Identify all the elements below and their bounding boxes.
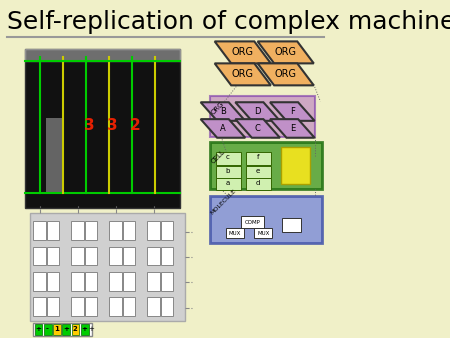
Text: COMP: COMP — [245, 220, 261, 224]
Bar — [33, 221, 45, 240]
Bar — [71, 221, 84, 240]
Bar — [25, 49, 180, 208]
Bar — [216, 166, 241, 178]
Text: a: a — [226, 179, 230, 186]
Text: +: + — [88, 326, 94, 332]
Text: Self-replication of complex machines: Self-replication of complex machines — [7, 10, 450, 34]
Text: ORG: ORG — [274, 69, 297, 79]
Bar — [63, 324, 70, 335]
Polygon shape — [215, 42, 271, 64]
Bar — [71, 297, 84, 316]
Bar — [30, 213, 185, 321]
Polygon shape — [201, 119, 245, 138]
Bar — [147, 272, 159, 291]
Text: d: d — [256, 179, 260, 186]
Text: 2: 2 — [73, 326, 78, 332]
Text: b: b — [226, 168, 230, 174]
Bar — [147, 297, 159, 316]
Text: 3: 3 — [107, 118, 117, 132]
Bar — [216, 178, 241, 190]
Text: c: c — [226, 154, 230, 160]
Bar — [283, 218, 301, 232]
Polygon shape — [257, 42, 314, 64]
Text: 3: 3 — [84, 118, 94, 132]
Polygon shape — [235, 102, 280, 121]
Text: A: A — [220, 124, 226, 133]
Text: MUX: MUX — [229, 231, 241, 236]
Bar — [71, 272, 84, 291]
Text: ORG: ORG — [211, 101, 225, 116]
Polygon shape — [215, 64, 271, 85]
Bar — [33, 297, 45, 316]
Bar — [161, 297, 173, 316]
Text: D: D — [254, 107, 261, 116]
Bar — [241, 216, 264, 228]
Polygon shape — [201, 102, 245, 121]
Bar — [46, 118, 63, 193]
Text: MOLECULE: MOLECULE — [210, 188, 237, 216]
Text: f: f — [256, 154, 259, 160]
Bar — [109, 221, 122, 240]
Bar — [210, 96, 315, 137]
Bar — [44, 324, 51, 335]
Text: CELL: CELL — [210, 149, 226, 165]
Bar — [33, 247, 45, 265]
Bar — [210, 196, 322, 243]
Bar — [85, 272, 98, 291]
Bar — [210, 142, 322, 189]
Bar — [109, 272, 122, 291]
Bar — [123, 272, 135, 291]
Text: ORG: ORG — [232, 47, 254, 57]
Bar — [147, 221, 159, 240]
Polygon shape — [270, 119, 315, 138]
Bar — [81, 324, 89, 335]
Text: ORG: ORG — [232, 69, 254, 79]
Bar — [53, 324, 61, 335]
Text: F: F — [290, 107, 295, 116]
Text: 1: 1 — [54, 326, 59, 332]
Polygon shape — [270, 102, 315, 121]
Bar — [161, 247, 173, 265]
Text: 2: 2 — [130, 118, 141, 132]
Text: +: + — [36, 326, 41, 332]
Text: -: - — [46, 326, 49, 332]
Bar — [33, 323, 93, 336]
Bar — [246, 166, 271, 178]
Bar — [147, 247, 159, 265]
Bar — [85, 297, 98, 316]
Text: E: E — [290, 124, 295, 133]
Text: B: B — [220, 107, 226, 116]
Bar — [246, 152, 271, 165]
Bar — [226, 228, 244, 238]
Bar — [123, 297, 135, 316]
Bar — [161, 221, 173, 240]
Bar — [85, 221, 98, 240]
Text: e: e — [256, 168, 260, 174]
Bar — [71, 247, 84, 265]
Bar — [47, 247, 59, 265]
Bar — [85, 247, 98, 265]
Bar — [281, 147, 310, 184]
Polygon shape — [235, 119, 280, 138]
Bar — [123, 221, 135, 240]
Bar — [246, 178, 271, 190]
Bar — [35, 324, 42, 335]
Bar — [123, 247, 135, 265]
Polygon shape — [257, 64, 314, 85]
Text: C: C — [255, 124, 261, 133]
Bar — [109, 297, 122, 316]
Bar — [254, 228, 273, 238]
Bar — [47, 297, 59, 316]
Text: +: + — [63, 326, 69, 332]
Bar — [72, 324, 79, 335]
Bar — [47, 272, 59, 291]
Bar — [161, 272, 173, 291]
Bar — [216, 152, 241, 165]
Text: +: + — [81, 326, 87, 332]
Text: ORG: ORG — [274, 47, 297, 57]
Bar — [33, 272, 45, 291]
Bar — [47, 221, 59, 240]
Bar — [109, 247, 122, 265]
Text: MUX: MUX — [257, 231, 270, 236]
